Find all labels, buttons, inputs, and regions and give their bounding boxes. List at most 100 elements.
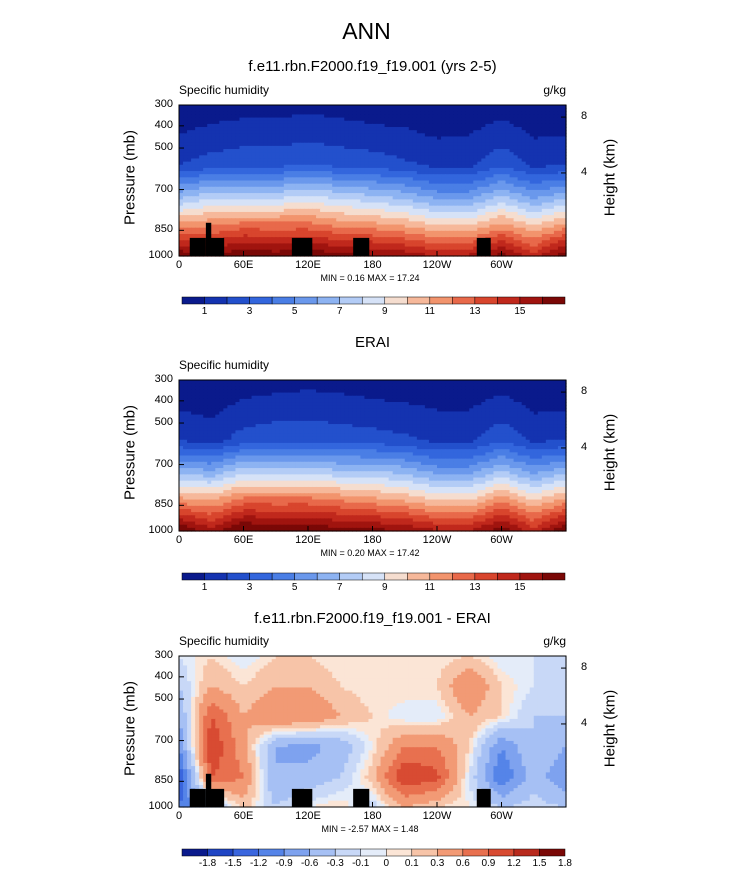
field-cell bbox=[437, 130, 442, 134]
field-cell bbox=[549, 108, 555, 112]
topography-block bbox=[189, 237, 206, 256]
field-cell bbox=[541, 142, 547, 147]
field-cell bbox=[287, 123, 293, 128]
field-cell bbox=[561, 114, 567, 119]
field-cell bbox=[477, 142, 482, 147]
field-cell bbox=[372, 127, 378, 131]
field-cell bbox=[283, 136, 289, 141]
field-cell bbox=[336, 111, 341, 116]
field-cell bbox=[195, 105, 200, 109]
field-cell bbox=[453, 127, 458, 131]
field-cell bbox=[541, 139, 547, 144]
field-cell bbox=[203, 133, 208, 138]
field-cell bbox=[553, 111, 559, 116]
field-cell bbox=[469, 123, 474, 128]
field-cell bbox=[312, 114, 317, 119]
field-cell bbox=[255, 108, 261, 112]
field-cell bbox=[380, 114, 386, 119]
field-cell bbox=[416, 127, 422, 131]
field-cell bbox=[187, 108, 192, 112]
field-cell bbox=[267, 133, 273, 138]
field-cell bbox=[372, 105, 378, 109]
field-cell bbox=[303, 117, 309, 122]
field-cell bbox=[195, 123, 200, 128]
field-cell bbox=[501, 123, 507, 128]
field-cell bbox=[545, 120, 551, 125]
field-cell bbox=[243, 114, 249, 119]
field-cell bbox=[445, 111, 450, 116]
field-cell bbox=[263, 139, 269, 144]
field-cell bbox=[416, 133, 422, 138]
field-cell bbox=[187, 105, 192, 109]
field-cell bbox=[195, 108, 200, 112]
field-cell bbox=[416, 130, 422, 134]
field-cell bbox=[545, 123, 551, 128]
field-cell bbox=[493, 127, 499, 131]
field-cell bbox=[259, 127, 265, 131]
field-cell bbox=[279, 108, 285, 112]
field-cell bbox=[235, 120, 241, 125]
field-cell bbox=[497, 130, 503, 134]
field-cell bbox=[275, 139, 281, 144]
field-cell bbox=[493, 108, 499, 112]
field-cell bbox=[187, 139, 192, 144]
field-cell bbox=[231, 127, 237, 131]
field-cell bbox=[561, 130, 567, 134]
field-cell bbox=[372, 139, 378, 144]
colorbar-swatch bbox=[429, 296, 453, 305]
field-cell bbox=[545, 117, 551, 122]
field-cell bbox=[344, 142, 349, 147]
field-cell bbox=[211, 123, 216, 128]
field-cell bbox=[179, 127, 184, 131]
field-cell bbox=[215, 155, 220, 160]
field-cell bbox=[529, 108, 535, 112]
field-cell bbox=[203, 130, 208, 134]
field-cell bbox=[283, 105, 289, 109]
field-cell bbox=[404, 145, 410, 150]
field-cell bbox=[384, 152, 390, 156]
field-cell bbox=[360, 136, 366, 141]
field-cell bbox=[437, 136, 442, 141]
field-cell bbox=[211, 139, 216, 144]
field-cell bbox=[561, 152, 567, 156]
field-cell bbox=[517, 152, 523, 156]
field-cell bbox=[477, 108, 482, 112]
field-cell bbox=[408, 149, 414, 153]
field-cell bbox=[432, 117, 438, 122]
field-cell bbox=[207, 114, 212, 119]
field-cell bbox=[316, 145, 321, 150]
field-cell bbox=[255, 152, 261, 156]
field-cell bbox=[336, 133, 341, 138]
field-cell bbox=[380, 136, 386, 141]
field-cell bbox=[517, 145, 523, 150]
field-cell bbox=[392, 133, 398, 138]
field-cell bbox=[505, 108, 511, 112]
field-cell bbox=[517, 117, 523, 122]
field-cell bbox=[295, 111, 301, 116]
field-cell bbox=[348, 142, 353, 147]
field-cell bbox=[537, 120, 543, 125]
field-cell bbox=[316, 120, 321, 125]
field-cell bbox=[509, 111, 515, 116]
field-cell bbox=[457, 139, 462, 144]
field-cell bbox=[263, 114, 269, 119]
field-cell bbox=[356, 142, 362, 147]
field-cell bbox=[251, 120, 257, 125]
field-cell bbox=[529, 133, 535, 138]
field-cell bbox=[340, 127, 345, 131]
field-cell bbox=[521, 123, 527, 128]
field-cell bbox=[380, 139, 386, 144]
field-cell bbox=[525, 114, 531, 119]
field-cell bbox=[187, 127, 192, 131]
field-cell bbox=[263, 123, 269, 128]
field-cell bbox=[336, 108, 341, 112]
field-cell bbox=[392, 117, 398, 122]
field-cell bbox=[299, 142, 305, 147]
field-cell bbox=[461, 127, 466, 131]
field-cell bbox=[408, 145, 414, 150]
field-cell bbox=[533, 123, 539, 128]
field-cell bbox=[489, 123, 495, 128]
field-cell bbox=[517, 108, 523, 112]
field-cell bbox=[445, 130, 450, 134]
field-cell bbox=[179, 152, 184, 156]
